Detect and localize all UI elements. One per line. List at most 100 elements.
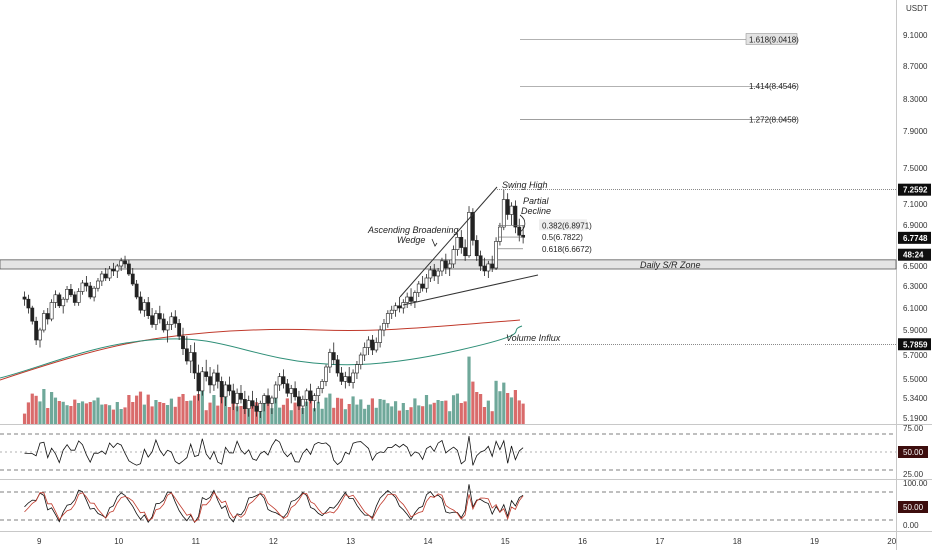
fib-label: 0.382(6.8971) [542, 221, 592, 230]
candle-body [134, 283, 139, 298]
volume-bar [301, 408, 305, 424]
fib-label: 1.272(8.0458) [749, 115, 799, 124]
volume-bar [150, 406, 154, 424]
price-axis[interactable]: 9.1000 8.7000 8.3000 7.9000 7.5000 7.1000 6.90… [903, 31, 928, 423]
date-tick-label: 19 [810, 537, 819, 546]
volume-bar [455, 393, 460, 424]
candles [22, 189, 526, 418]
volume-bar [169, 398, 174, 424]
price-tick-label: 7.1000 [903, 200, 928, 209]
candle-body [304, 390, 309, 400]
candle-body [150, 315, 154, 325]
candle-body [262, 395, 267, 404]
candle-body [517, 226, 522, 236]
volume-bar [138, 391, 143, 424]
candle-body [169, 316, 174, 325]
candle-body [65, 288, 69, 300]
ma-green-line [0, 325, 523, 379]
volume-bar [250, 406, 255, 424]
volume-bar [26, 402, 31, 424]
stoch-pane[interactable]: 100.00 0.00 50.00 [0, 479, 928, 530]
volume-bar [475, 392, 479, 424]
candle-body [103, 273, 108, 279]
candle-body [428, 269, 433, 279]
volume-bar [30, 393, 34, 424]
volume-bar [324, 397, 328, 424]
volume-bar [135, 395, 139, 424]
rsi-pane[interactable]: 75.00 25.00 50.00 [0, 424, 928, 479]
candle-body [297, 396, 301, 407]
volume-bar [343, 409, 347, 424]
volume-bar [69, 406, 73, 424]
sr-zone-label: Daily S/R Zone [640, 260, 701, 270]
candle-body [443, 260, 448, 269]
candle-body [351, 372, 355, 383]
candle-body [405, 296, 410, 303]
candle-body [69, 288, 73, 296]
volume-bar [289, 410, 293, 424]
candle-body [41, 313, 46, 331]
candle-body [347, 376, 352, 383]
volume-bar [185, 401, 189, 424]
candle-body [269, 397, 274, 404]
candle-body [467, 212, 471, 257]
price-tick-label: 7.9000 [903, 127, 928, 136]
volume-bar [165, 405, 170, 424]
volume-bar [239, 406, 243, 424]
date-tick-label: 9 [37, 537, 42, 546]
candle-body [96, 280, 100, 289]
fib-label: 1.414(8.4546) [749, 82, 799, 91]
candle-body [99, 273, 104, 282]
volume-bar [38, 401, 42, 424]
candle-body [258, 403, 263, 412]
date-tick-label: 20 [887, 537, 896, 546]
price-badge [898, 338, 931, 351]
volume-bar [482, 407, 487, 424]
candle-body [424, 277, 429, 289]
candle-body [474, 240, 479, 257]
volume-bar [53, 397, 58, 424]
candle-body [92, 287, 97, 298]
volume-bar [463, 401, 467, 424]
candle-body [509, 205, 514, 215]
wedge-lower-line[interactable] [402, 274, 539, 306]
candle-body [53, 294, 58, 303]
volume-bar [332, 407, 336, 424]
candle-body [80, 282, 85, 292]
volume-bar [393, 401, 398, 424]
volume-bar [374, 407, 378, 424]
volume-bar [405, 410, 409, 424]
volume-bar [297, 398, 301, 424]
volume-bar [498, 391, 502, 424]
candle-body [231, 390, 236, 404]
candle-body [212, 372, 216, 386]
price-badge-text: 48:24 [903, 251, 924, 260]
fib-label-box [539, 219, 587, 231]
ma-red-line [0, 319, 521, 381]
volume-bar [154, 400, 158, 424]
price-tick-label: 6.1000 [903, 304, 928, 313]
wedge-arrow-icon [431, 238, 438, 247]
date-tick-label: 13 [346, 537, 355, 546]
price-tick-label: 6.5000 [903, 262, 928, 271]
candle-body [273, 384, 278, 399]
candle-body [146, 302, 151, 316]
candle-body [316, 388, 321, 396]
candle-body [285, 383, 290, 394]
time-axis[interactable]: 9 10 11 12 13 14 15 16 17 18 19 20 [37, 537, 897, 546]
volume-bar [61, 401, 65, 424]
candle-body [416, 283, 421, 293]
volume-bar [320, 408, 324, 424]
partial-decline-label: Partial Decline [521, 196, 551, 216]
candle-body [111, 268, 116, 272]
candle-body [397, 305, 402, 309]
candle-body [277, 376, 282, 386]
volume-bar [111, 409, 116, 424]
candle-body [358, 354, 363, 365]
wedge-upper-line[interactable] [399, 186, 498, 298]
volume-bar [204, 410, 208, 424]
volume-bar [193, 395, 197, 424]
fib-levels: 1.618(9.0418) 1.414(8.4546) 1.272(8.0458) 0… [497, 33, 896, 345]
